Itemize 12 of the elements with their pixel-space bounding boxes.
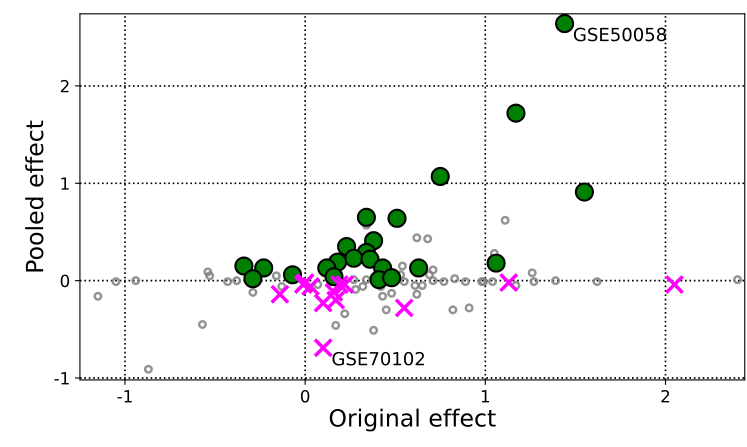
y-tick-label: 1 [61, 177, 69, 190]
x-tick-label: 1 [482, 390, 490, 402]
x-tick-label: -1 [117, 390, 132, 402]
y-tick-label: -1 [54, 372, 69, 384]
y-tick-label: 2 [60, 80, 69, 92]
annotation: GSE50058 [574, 28, 666, 42]
annotation: GSE70102 [332, 352, 424, 366]
x-axis-title: Original effect [330, 408, 496, 432]
x-tick-label: 2 [661, 390, 670, 402]
y-axis-title: Pooled effect [25, 120, 44, 272]
x-tick-label: 0 [300, 390, 310, 403]
y-tick-label: 0 [60, 274, 70, 288]
